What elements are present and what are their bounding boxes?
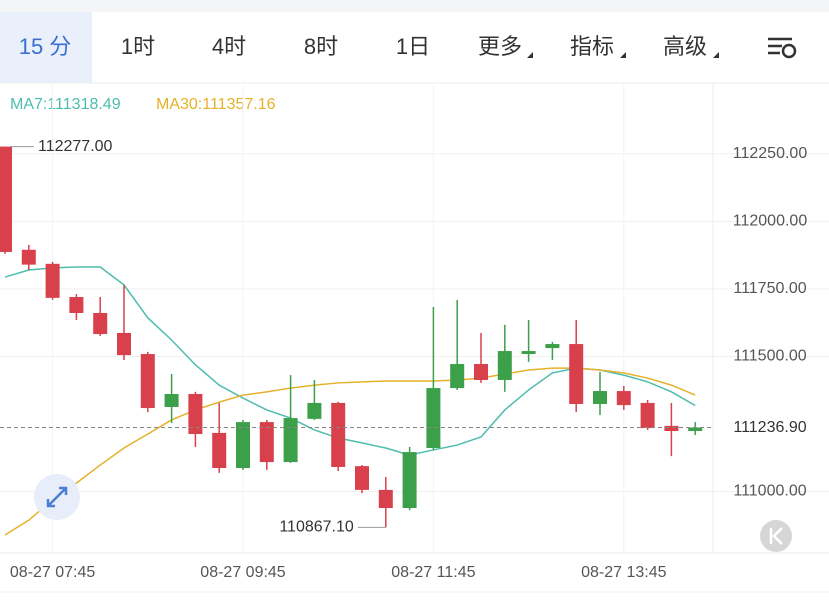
tab[interactable]: 4时 — [212, 34, 246, 59]
candle-body — [593, 391, 607, 405]
status-strip — [0, 0, 829, 12]
x-tick-label: 08-27 09:45 — [200, 564, 286, 581]
candle-body — [497, 351, 512, 380]
y-tick-label: 111000.00 — [733, 483, 806, 500]
y-tick-label: 111750.00 — [733, 280, 806, 297]
candle-body — [259, 422, 274, 463]
candle-body — [688, 427, 703, 432]
tab[interactable]: 更多 — [478, 34, 522, 59]
low-label: 110867.10 — [279, 519, 354, 536]
candle-body — [0, 146, 12, 252]
candle-body — [664, 425, 679, 432]
ma-line — [4, 367, 696, 536]
candle-body — [283, 418, 298, 463]
ma-line — [4, 266, 696, 456]
ma-legend: MA7:111318.49 — [10, 96, 121, 113]
selected-tab-bg — [0, 12, 92, 83]
ma-legend: MA30:111357.16 — [156, 96, 276, 113]
tab[interactable]: 高级 — [663, 34, 707, 59]
y-tick-label: 111500.00 — [733, 348, 806, 365]
last-price-bg — [718, 416, 824, 439]
candle-body — [355, 466, 369, 490]
last-price-label: 111236.90 — [733, 419, 806, 436]
tab[interactable]: 1时 — [121, 34, 155, 59]
tab[interactable]: 1日 — [396, 34, 430, 59]
settings-icon[interactable] — [768, 37, 797, 59]
reset-icon[interactable] — [760, 520, 792, 552]
candle-body — [378, 489, 393, 508]
candle-body — [236, 422, 250, 469]
x-tick-label: 08-27 07:45 — [10, 564, 96, 581]
candle-body — [402, 452, 417, 508]
candle-body — [474, 364, 488, 380]
candle-body — [640, 402, 655, 429]
candle-body — [188, 394, 203, 434]
candle-body — [426, 388, 441, 449]
y-tick-label: 112250.00 — [733, 145, 808, 162]
candle-body — [569, 344, 584, 405]
candle-body — [307, 402, 322, 419]
expand-icon[interactable] — [34, 474, 80, 520]
dropdown-caret — [620, 52, 626, 58]
candle-body — [164, 394, 179, 407]
candle-body — [545, 344, 560, 349]
candle-body — [521, 351, 536, 355]
candle-body — [21, 249, 36, 265]
candle-body — [93, 312, 108, 335]
candle-body — [212, 432, 227, 469]
candle-body — [69, 297, 84, 313]
tab[interactable]: 8时 — [304, 34, 338, 59]
tab[interactable]: 15 分 — [19, 34, 72, 59]
candle-body — [616, 391, 631, 406]
x-tick-label: 08-27 13:45 — [581, 564, 667, 581]
y-tick-label: 112000.00 — [733, 213, 808, 230]
x-tick-label: 08-27 11:45 — [391, 564, 475, 581]
tab[interactable]: 指标 — [570, 34, 614, 59]
high-label: 112277.00 — [38, 138, 113, 155]
candle-body — [45, 263, 60, 298]
candle-body — [450, 364, 465, 389]
dropdown-caret — [713, 52, 719, 58]
dropdown-caret — [527, 52, 533, 58]
candle-body — [117, 332, 131, 356]
candle-body — [331, 402, 346, 467]
candle-body — [140, 354, 155, 409]
